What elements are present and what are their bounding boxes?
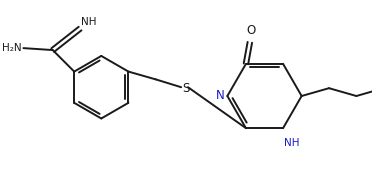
Text: H₂N: H₂N bbox=[2, 43, 22, 53]
Text: O: O bbox=[246, 24, 256, 37]
Text: NH: NH bbox=[81, 17, 97, 27]
Text: NH: NH bbox=[284, 138, 299, 148]
Text: N: N bbox=[216, 89, 224, 102]
Text: S: S bbox=[182, 82, 189, 95]
